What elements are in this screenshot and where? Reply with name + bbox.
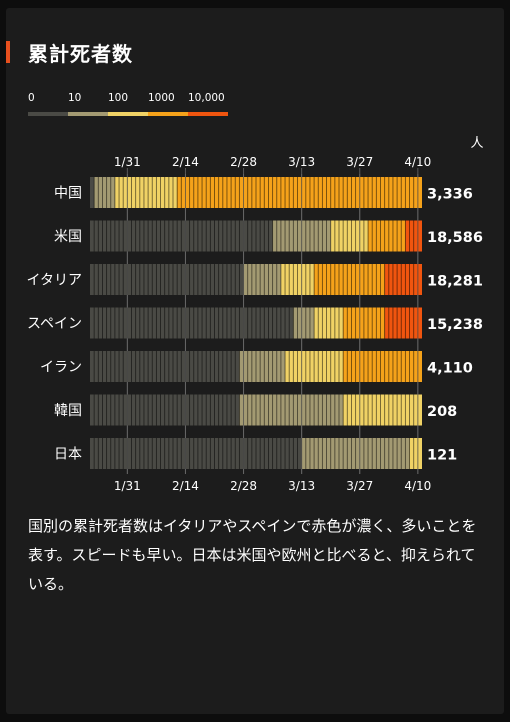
row-total: 15,238 bbox=[427, 317, 483, 333]
x-tick-bottom-4: 3/27 bbox=[346, 479, 373, 493]
segment-level-3 bbox=[314, 264, 385, 295]
legend-threshold-4: 10,000 bbox=[188, 92, 225, 104]
segment-level-1 bbox=[94, 177, 115, 208]
legend-swatch-2 bbox=[108, 112, 148, 116]
segment-level-2 bbox=[114, 177, 178, 208]
row-1: 米国 18,586 bbox=[54, 220, 483, 252]
grid-lines-overlay bbox=[126, 174, 419, 474]
x-tick-top-4: 3/27 bbox=[346, 155, 373, 169]
row-total: 208 bbox=[427, 404, 457, 420]
row-2: イタリア 18,281 bbox=[27, 264, 483, 295]
title-accent-bar bbox=[6, 41, 10, 63]
heatmap-chart: 0 10 100 1000 10,000 人 1/31 2/14 2/28 3/13 3/27 4… bbox=[27, 92, 484, 493]
row-total: 3,336 bbox=[427, 187, 473, 203]
segment-level-3 bbox=[177, 177, 422, 208]
legend-threshold-0: 0 bbox=[28, 92, 35, 104]
segment-level-0 bbox=[90, 264, 244, 295]
segment-level-3 bbox=[368, 220, 406, 252]
segment-level-4 bbox=[384, 307, 422, 339]
row-label: 日本 bbox=[54, 447, 82, 463]
row-3: スペイン 15,238 bbox=[27, 307, 483, 339]
segment-level-4 bbox=[384, 264, 422, 295]
row-5: 韓国 208 bbox=[54, 394, 457, 426]
row-6: 日本 121 bbox=[54, 438, 457, 469]
legend: 0 10 100 1000 10,000 bbox=[28, 92, 228, 116]
x-axis-top: 1/31 2/14 2/28 3/13 3/27 4/10 bbox=[114, 155, 431, 169]
segment-level-1 bbox=[243, 264, 281, 295]
segment-level-2 bbox=[314, 307, 344, 339]
row-label: 中国 bbox=[54, 186, 82, 202]
row-label: イタリア bbox=[27, 273, 82, 289]
x-tick-top-1: 2/14 bbox=[172, 155, 199, 169]
segment-level-1 bbox=[239, 394, 344, 426]
segment-level-2 bbox=[343, 394, 422, 426]
x-tick-top-2: 2/28 bbox=[230, 155, 257, 169]
legend-threshold-2: 100 bbox=[108, 92, 128, 104]
x-tick-top-0: 1/31 bbox=[114, 155, 141, 169]
legend-threshold-1: 10 bbox=[68, 92, 81, 104]
legend-swatch-4 bbox=[188, 112, 228, 116]
row-total: 18,586 bbox=[427, 230, 483, 246]
row-total: 18,281 bbox=[427, 274, 483, 290]
x-tick-bottom-5: 4/10 bbox=[404, 479, 431, 493]
x-axis-bottom: 1/31 2/14 2/28 3/13 3/27 4/10 bbox=[114, 479, 431, 493]
heatmap-rows: 中国 3,336 米国 18,586 イタリア 18,281 スペイン 15,238 イラン 4,… bbox=[27, 177, 483, 469]
segment-level-0 bbox=[90, 177, 95, 208]
x-tick-bottom-1: 2/14 bbox=[172, 479, 199, 493]
x-tick-bottom-0: 1/31 bbox=[114, 479, 141, 493]
segment-level-2 bbox=[330, 220, 369, 252]
segment-level-1 bbox=[239, 351, 286, 382]
segment-level-1 bbox=[293, 307, 315, 339]
row-label: 米国 bbox=[54, 229, 82, 245]
row-4: イラン 4,110 bbox=[40, 351, 473, 382]
row-total: 4,110 bbox=[427, 361, 473, 377]
segment-level-2 bbox=[409, 438, 422, 469]
x-tick-bottom-2: 2/28 bbox=[230, 479, 257, 493]
x-tick-bottom-3: 3/13 bbox=[288, 479, 315, 493]
row-label: 韓国 bbox=[54, 403, 82, 419]
unit-label: 人 bbox=[470, 136, 483, 151]
legend-swatch-3 bbox=[148, 112, 188, 116]
segment-level-0 bbox=[90, 307, 294, 339]
row-label: イラン bbox=[40, 360, 82, 376]
row-0: 中国 3,336 bbox=[54, 177, 473, 208]
row-total: 121 bbox=[427, 448, 457, 464]
x-tick-top-3: 3/13 bbox=[288, 155, 315, 169]
legend-swatch-1 bbox=[68, 112, 108, 116]
chart-title: 累計死者数 bbox=[28, 42, 133, 66]
segment-level-0 bbox=[90, 438, 302, 469]
legend-swatch-0 bbox=[28, 112, 68, 116]
caption-text: 国別の累計死者数はイタリアやスペインで赤色が濃く、多いことを表す。スピードも早い… bbox=[28, 517, 477, 593]
x-tick-top-5: 4/10 bbox=[404, 155, 431, 169]
legend-threshold-3: 1000 bbox=[148, 92, 175, 104]
segment-level-3 bbox=[343, 351, 422, 382]
row-label: スペイン bbox=[27, 316, 82, 332]
